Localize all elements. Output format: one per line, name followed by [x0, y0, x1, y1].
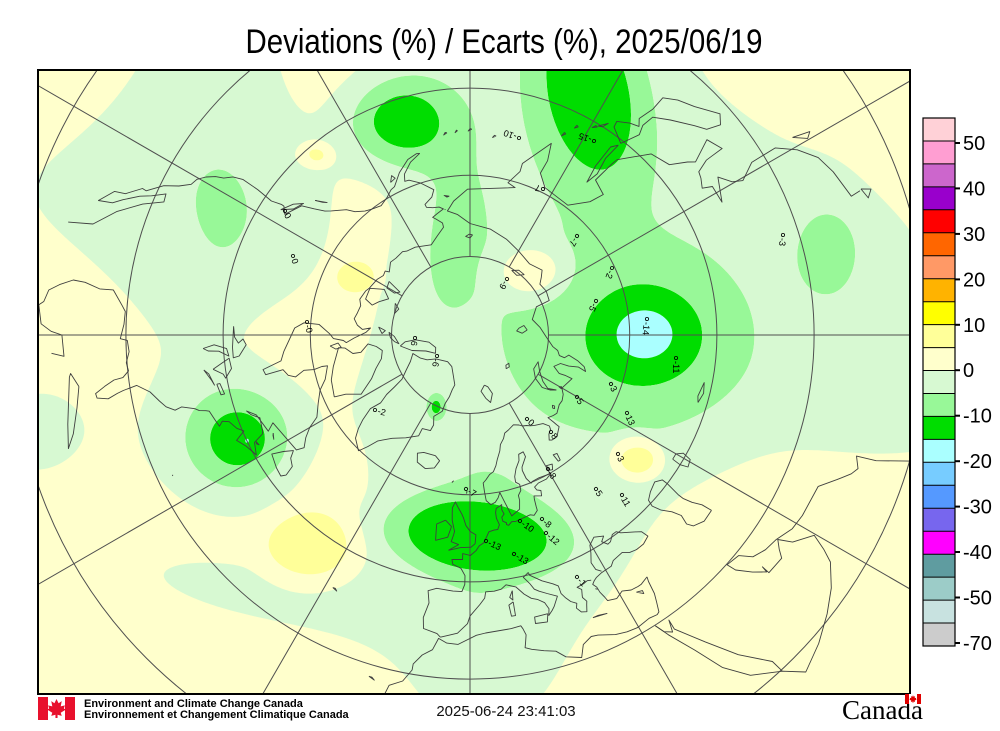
svg-text:-10: -10 [502, 128, 518, 142]
svg-text:5: 5 [575, 397, 586, 407]
svg-text:50: 50 [963, 133, 985, 155]
svg-text:40: 40 [963, 178, 985, 200]
svg-text:0: 0 [526, 417, 536, 428]
svg-text:-50: -50 [963, 588, 992, 610]
svg-text:8: 8 [549, 431, 560, 441]
svg-text:-40: -40 [963, 542, 992, 564]
svg-text:Environnement et Changement Cl: Environnement et Changement Climatique C… [84, 709, 350, 721]
svg-text:30: 30 [963, 224, 985, 246]
svg-text:-2: -2 [377, 406, 387, 418]
svg-text:-5: -5 [587, 302, 599, 313]
svg-text:Environment and Climate Change: Environment and Climate Change Canada [84, 698, 304, 710]
svg-text:-70: -70 [963, 633, 992, 655]
svg-text:20: 20 [963, 269, 985, 291]
svg-text:-3: -3 [777, 238, 788, 247]
svg-text:-30: -30 [963, 497, 992, 519]
svg-text:-11: -11 [671, 361, 681, 373]
svg-text:-6: -6 [430, 358, 441, 368]
svg-text:-2: -2 [604, 269, 616, 280]
svg-text:-9: -9 [497, 279, 510, 291]
svg-text:0: 0 [963, 360, 974, 382]
svg-text:-7: -7 [466, 486, 478, 499]
svg-text:7: 7 [534, 183, 541, 194]
svg-text:-13: -13 [487, 538, 503, 553]
svg-text:-0: -0 [303, 324, 315, 334]
svg-text:0: 0 [282, 211, 293, 220]
svg-text:3: 3 [608, 384, 619, 393]
svg-text:-20: -20 [963, 451, 992, 473]
svg-text:-14: -14 [641, 322, 652, 336]
svg-text:Deviations (%) / Ecarts (%), 2: Deviations (%) / Ecarts (%), 2025/06/19 [246, 23, 763, 61]
svg-text:6: 6 [409, 340, 420, 347]
svg-text:5: 5 [594, 489, 605, 499]
svg-text:-7: -7 [567, 236, 580, 248]
svg-text:11: 11 [619, 495, 632, 508]
svg-text:13: 13 [624, 414, 637, 427]
svg-text:-10: -10 [963, 406, 992, 428]
svg-text:-15: -15 [577, 131, 593, 145]
svg-text:2025-06-24 23:41:03: 2025-06-24 23:41:03 [436, 703, 575, 720]
svg-text:3: 3 [615, 454, 626, 463]
svg-text:10: 10 [963, 315, 985, 337]
svg-text:0: 0 [289, 257, 300, 265]
